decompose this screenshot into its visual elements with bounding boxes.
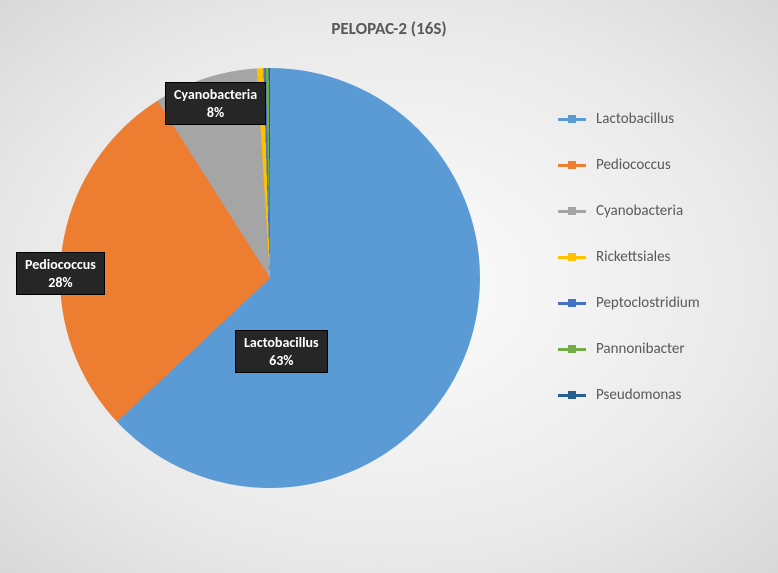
pie-graphic [60, 68, 480, 488]
slice-label: Pediococcus28% [16, 252, 105, 295]
legend-label: Pseudomonas [596, 386, 681, 404]
legend-swatch [558, 348, 586, 351]
legend-label: Peptoclostridium [596, 294, 700, 312]
legend-item: Rickettsiales [558, 248, 748, 266]
slice-label-percent: 8% [174, 104, 257, 122]
legend-item: Lactobacillus [558, 110, 748, 128]
slice-label-name: Pediococcus [25, 256, 96, 274]
legend-swatch [558, 302, 586, 305]
legend-label: Cyanobacteria [596, 202, 683, 220]
legend-swatch [558, 118, 586, 121]
legend-item: Peptoclostridium [558, 294, 748, 312]
legend-swatch [558, 256, 586, 259]
legend-item: Pannonibacter [558, 340, 748, 358]
legend-label: Pediococcus [596, 156, 671, 174]
slice-label-percent: 28% [25, 274, 96, 292]
legend-label: Lactobacillus [596, 110, 674, 128]
legend-swatch [558, 394, 586, 397]
legend-label: Pannonibacter [596, 340, 685, 358]
slice-label: Cyanobacteria8% [165, 82, 266, 125]
legend-label: Rickettsiales [596, 248, 670, 266]
pie-wrap [60, 68, 480, 488]
legend-item: Pediococcus [558, 156, 748, 174]
chart-title: PELOPAC-2 (16S) [331, 18, 446, 39]
legend: Lactobacillus Pediococcus Cyanobacteria Ric… [558, 110, 748, 432]
slice-label: Lactobacillus63% [235, 330, 328, 373]
legend-item: Pseudomonas [558, 386, 748, 404]
pie-chart-container: PELOPAC-2 (16S) Lactobacillus63%Pediococ… [0, 0, 778, 573]
slice-label-percent: 63% [244, 352, 319, 370]
legend-swatch [558, 210, 586, 213]
slice-label-name: Cyanobacteria [174, 86, 257, 104]
slice-label-name: Lactobacillus [244, 334, 319, 352]
legend-item: Cyanobacteria [558, 202, 748, 220]
legend-swatch [558, 164, 586, 167]
